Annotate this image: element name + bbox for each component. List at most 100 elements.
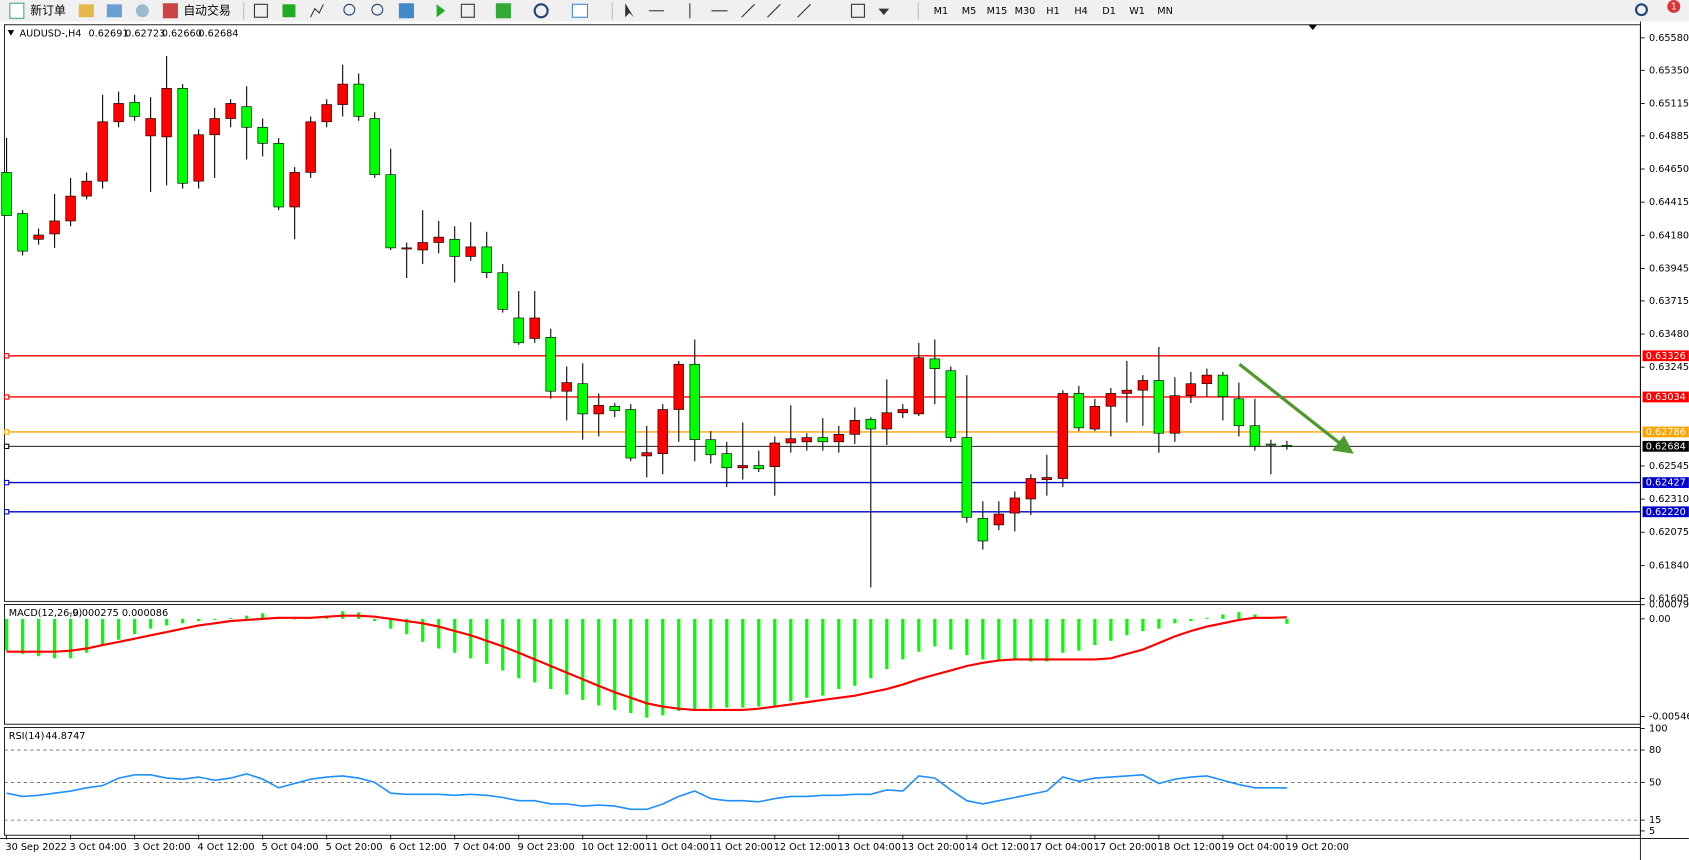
timeframe-button[interactable]: M5 <box>962 6 977 17</box>
candle-body <box>1281 445 1293 447</box>
symbol-menu[interactable] <box>7 30 15 36</box>
macd-bar <box>1109 618 1113 641</box>
candle-body <box>17 213 28 252</box>
tool-icon[interactable] <box>106 4 122 18</box>
candle-body <box>545 336 556 392</box>
timeframe-button[interactable]: MN <box>1157 6 1173 17</box>
macd-bar <box>997 618 1001 661</box>
timeframe-button[interactable]: H1 <box>1046 6 1059 17</box>
auto-trading-button[interactable]: 自动交易 <box>183 3 230 17</box>
candle-body <box>721 453 732 469</box>
price-level-tag <box>1642 426 1689 438</box>
timeframe-button[interactable]: M1 <box>934 6 949 17</box>
search-icon[interactable] <box>1634 3 1648 17</box>
notification-badge[interactable] <box>1667 0 1681 13</box>
auto-trading-icon[interactable] <box>162 3 178 19</box>
y-tick-label: 80 <box>1649 745 1661 756</box>
macd-bar <box>1077 618 1081 651</box>
new-order-icon[interactable] <box>9 2 25 19</box>
candle-body <box>449 238 460 257</box>
timeframe-button[interactable]: D1 <box>1102 6 1116 17</box>
candle-body <box>1249 425 1261 447</box>
x-tick-label: 18 Oct 12:00 <box>1158 842 1221 853</box>
y-tick-label: 0.00 <box>1649 614 1671 625</box>
tool-icon[interactable] <box>78 4 94 18</box>
candle-body <box>497 272 508 310</box>
zoom-in-icon[interactable] <box>343 3 356 16</box>
macd-bar <box>1189 618 1193 622</box>
candle-body <box>1217 374 1229 398</box>
macd-bar <box>405 618 409 635</box>
macd-bar <box>1013 618 1017 661</box>
y-tick-label: 15 <box>1649 815 1661 826</box>
candle-body <box>289 172 300 208</box>
macd-bar <box>229 617 233 619</box>
timeframe-button[interactable]: M30 <box>1015 6 1036 17</box>
candle-body <box>513 317 524 344</box>
y-tick-label: 0.63245 <box>1649 362 1689 373</box>
tool-icon[interactable] <box>135 4 149 18</box>
candle-body <box>1009 497 1021 514</box>
candle-body <box>97 121 108 182</box>
candle-body <box>33 234 44 240</box>
new-order-button[interactable]: 新订单 <box>30 3 66 17</box>
candle-body <box>1137 380 1149 391</box>
scroll-icon[interactable] <box>436 4 446 18</box>
trendline-icon[interactable] <box>741 3 755 18</box>
price-level-label: 0.63326 <box>1646 351 1686 362</box>
zoom-out-icon[interactable] <box>371 3 384 16</box>
macd-bar <box>20 618 25 654</box>
macd-bar <box>501 618 505 671</box>
x-tick-label: 5 Oct 04:00 <box>262 842 319 853</box>
y-tick-label: 0.61840 <box>1649 560 1689 571</box>
macd-bar <box>1285 618 1289 624</box>
y-tick-label: 5 <box>1649 826 1655 837</box>
templates-icon[interactable] <box>571 3 589 18</box>
timeframe-button[interactable]: H4 <box>1074 6 1087 17</box>
rsi-title: RSI(14) <box>9 731 45 742</box>
macd-bar <box>693 618 697 711</box>
x-tick-label: 11 Oct 04:00 <box>646 842 709 853</box>
candle-body <box>817 437 828 443</box>
line-chart-icon[interactable] <box>310 4 324 18</box>
x-tick-label: 17 Oct 20:00 <box>1094 842 1157 853</box>
candle-body <box>417 242 428 251</box>
timeframe-button[interactable]: W1 <box>1129 6 1145 17</box>
shapes-icon[interactable] <box>878 8 890 16</box>
macd-bar <box>517 618 521 679</box>
candle-body <box>625 409 636 459</box>
candle-body <box>337 83 348 105</box>
timeframe-button[interactable]: M15 <box>987 6 1008 17</box>
macd-bar <box>149 618 153 629</box>
candle-chart-icon[interactable] <box>282 4 296 18</box>
periods-icon[interactable] <box>533 3 549 19</box>
x-tick-label: 9 Oct 23:00 <box>518 842 575 853</box>
candle-body <box>145 118 156 137</box>
arrow-shaft <box>1238 362 1342 446</box>
macd-bar <box>837 618 841 690</box>
channel-icon[interactable] <box>767 3 781 18</box>
candle-body <box>1073 393 1085 429</box>
y-tick-label: 0.65350 <box>1649 65 1689 76</box>
macd-bar <box>117 618 121 640</box>
candle-body <box>49 220 60 235</box>
macd-bar <box>1045 618 1049 662</box>
indicators-icon[interactable] <box>495 3 511 19</box>
shift-icon[interactable] <box>460 3 475 18</box>
tile-icon[interactable] <box>398 3 414 19</box>
bar-chart-icon[interactable] <box>253 3 268 18</box>
macd-bar <box>789 618 793 702</box>
rsi-line <box>6 772 1287 811</box>
candle-body <box>593 404 604 415</box>
x-tick-label: 11 Oct 20:00 <box>710 842 773 853</box>
candle-body <box>897 409 908 414</box>
candle-body <box>1025 478 1037 500</box>
fibo-icon[interactable] <box>797 3 811 18</box>
notification-count: 1 <box>1671 1 1677 12</box>
header-low: 0.62660 <box>162 28 202 39</box>
label-icon[interactable] <box>850 3 865 18</box>
price-level-handle <box>3 394 10 400</box>
candle-body <box>977 518 988 542</box>
macd-signal-line <box>6 614 1287 712</box>
